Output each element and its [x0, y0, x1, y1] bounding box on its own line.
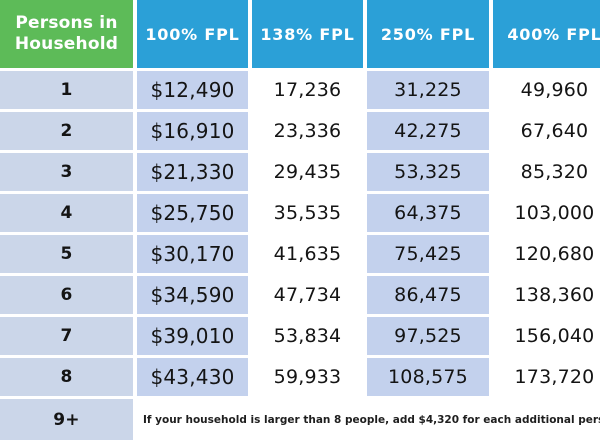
- additional-person-note: If your household is larger than 8 peopl…: [137, 399, 600, 440]
- cell-400-fpl: 49,960: [493, 71, 600, 109]
- cell-100-fpl: $30,170: [137, 235, 248, 273]
- cell-138-fpl: 41,635: [252, 235, 363, 273]
- cell-400-fpl: 156,040: [493, 317, 600, 355]
- header-persons-line1: Persons in: [15, 13, 118, 33]
- row-persons-label: 5: [0, 235, 133, 273]
- cell-250-fpl: 31,225: [367, 71, 489, 109]
- cell-100-fpl: $12,490: [137, 71, 248, 109]
- header-250-fpl: 250% FPL: [367, 0, 489, 68]
- cell-400-fpl: 67,640: [493, 112, 600, 150]
- cell-138-fpl: 35,535: [252, 194, 363, 232]
- cell-100-fpl: $34,590: [137, 276, 248, 314]
- cell-400-fpl: 103,000: [493, 194, 600, 232]
- cell-100-fpl: $21,330: [137, 153, 248, 191]
- cell-138-fpl: 17,236: [252, 71, 363, 109]
- cell-100-fpl: $25,750: [137, 194, 248, 232]
- cell-250-fpl: 86,475: [367, 276, 489, 314]
- cell-100-fpl: $16,910: [137, 112, 248, 150]
- cell-138-fpl: 53,834: [252, 317, 363, 355]
- cell-138-fpl: 29,435: [252, 153, 363, 191]
- row-persons-label: 3: [0, 153, 133, 191]
- header-400-fpl: 400% FPL: [493, 0, 600, 68]
- cell-400-fpl: 120,680: [493, 235, 600, 273]
- cell-400-fpl: 173,720: [493, 358, 600, 396]
- cell-250-fpl: 53,325: [367, 153, 489, 191]
- header-100-fpl: 100% FPL: [137, 0, 248, 68]
- row-persons-label: 4: [0, 194, 133, 232]
- row-persons-label: 1: [0, 71, 133, 109]
- cell-400-fpl: 85,320: [493, 153, 600, 191]
- cell-250-fpl: 75,425: [367, 235, 489, 273]
- row-persons-label: 6: [0, 276, 133, 314]
- row-persons-label-9-plus: 9+: [0, 399, 133, 440]
- cell-250-fpl: 108,575: [367, 358, 489, 396]
- header-138-fpl: 138% FPL: [252, 0, 363, 68]
- row-persons-label: 8: [0, 358, 133, 396]
- cell-250-fpl: 42,275: [367, 112, 489, 150]
- cell-400-fpl: 138,360: [493, 276, 600, 314]
- row-persons-label: 2: [0, 112, 133, 150]
- header-persons-line2: Household: [14, 34, 119, 54]
- cell-138-fpl: 59,933: [252, 358, 363, 396]
- cell-100-fpl: $39,010: [137, 317, 248, 355]
- header-persons-in-household: Persons in Household: [0, 0, 133, 68]
- cell-250-fpl: 97,525: [367, 317, 489, 355]
- row-persons-label: 7: [0, 317, 133, 355]
- cell-250-fpl: 64,375: [367, 194, 489, 232]
- cell-138-fpl: 47,734: [252, 276, 363, 314]
- cell-138-fpl: 23,336: [252, 112, 363, 150]
- cell-100-fpl: $43,430: [137, 358, 248, 396]
